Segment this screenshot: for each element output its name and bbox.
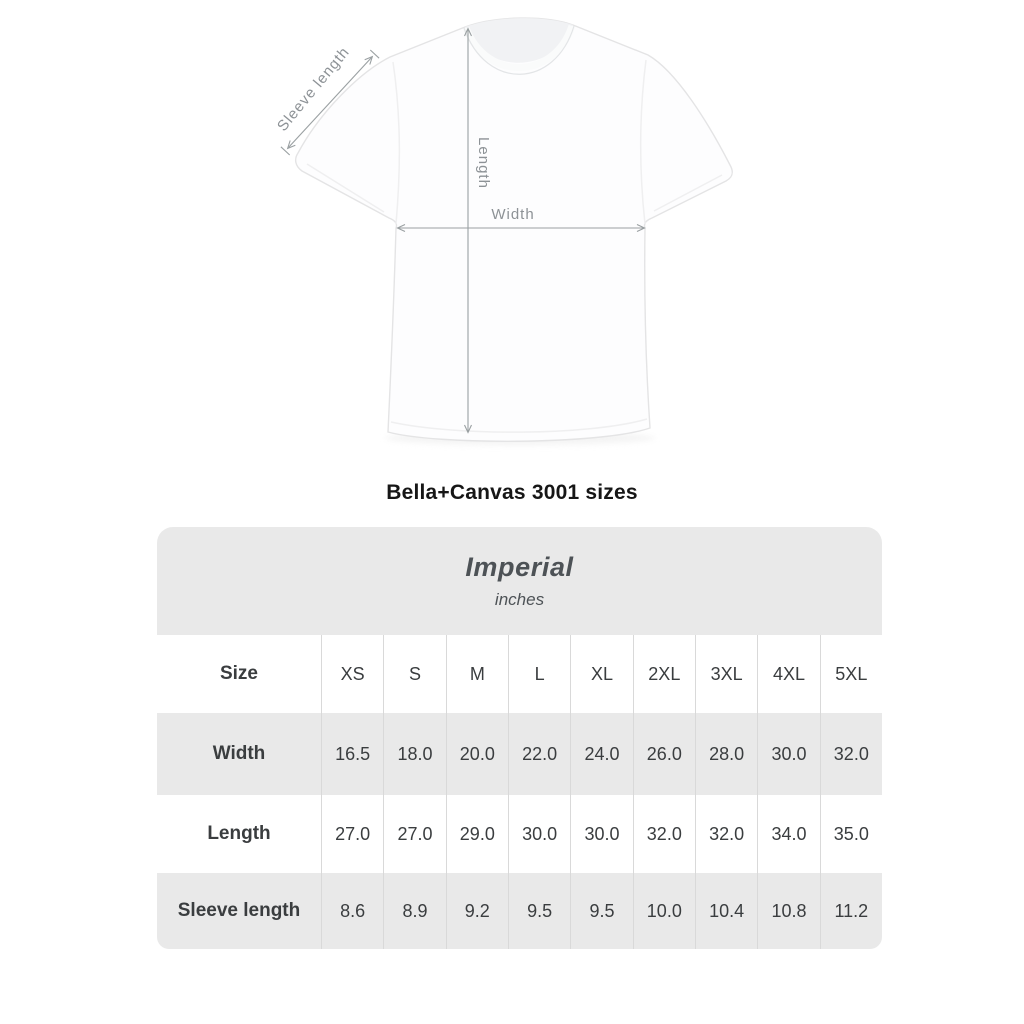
- width-value-cell: 18.0: [383, 713, 445, 795]
- hem-stitch: [390, 418, 648, 433]
- width-value-cell: 20.0: [445, 713, 508, 795]
- length-row: Length 27.0 27.0 29.0 30.0 30.0 32.0 32.…: [157, 795, 882, 873]
- width-value-cell: 16.5: [321, 713, 383, 795]
- row-label-length: Length: [207, 823, 271, 844]
- collar-band-edge: [463, 25, 575, 75]
- left-cuff-seam: [306, 163, 385, 213]
- column-header-m: M: [445, 635, 508, 713]
- width-value-cell: 24.0: [570, 713, 632, 795]
- sleeve-length-row: Sleeve length 8.6 8.9 9.2 9.5 9.5 10.0 1…: [157, 873, 882, 949]
- unit-system-title: Imperial: [465, 552, 574, 582]
- right-cuff-seam: [653, 174, 723, 212]
- column-header-xl: XL: [570, 635, 632, 713]
- width-value-cell: 28.0: [694, 713, 757, 795]
- sleeve-value-cell: 9.5: [570, 873, 632, 949]
- tshirt-measurement-diagram: Length Width Sleeve length: [274, 17, 734, 445]
- sleeve-value-cell: 11.2: [819, 873, 882, 949]
- size-corner-label: Size: [219, 663, 259, 684]
- width-value-cell: 22.0: [507, 713, 570, 795]
- row-label-sleeve-length: Sleeve length: [177, 900, 301, 921]
- page-title: Bella+Canvas 3001 sizes: [386, 481, 638, 504]
- column-header-xs: XS: [321, 635, 383, 713]
- column-header-5xl: 5XL: [819, 635, 882, 713]
- sleeve-value-cell: 9.2: [445, 873, 508, 949]
- row-label-width: Width: [212, 743, 266, 764]
- width-label: Width: [491, 206, 534, 223]
- length-value-cell: 34.0: [757, 795, 819, 873]
- length-value-cell: 27.0: [383, 795, 445, 873]
- size-table: Imperial inches Size XS S M L XL 2XL 3XL…: [157, 527, 882, 949]
- column-header-s: S: [383, 635, 445, 713]
- width-row: Width 16.5 18.0 20.0 22.0 24.0 26.0 28.0…: [157, 713, 882, 795]
- length-value-cell: 29.0: [445, 795, 508, 873]
- sleeve-length-tick-bottom: [280, 146, 291, 156]
- column-header-l: L: [507, 635, 570, 713]
- width-value-cell: 32.0: [819, 713, 882, 795]
- sleeve-length-tick-top: [369, 49, 380, 59]
- tshirt-outline: [294, 17, 734, 442]
- length-value-cell: 30.0: [570, 795, 632, 873]
- sleeve-length-arrow: [286, 55, 374, 150]
- length-value-cell: 35.0: [819, 795, 882, 873]
- left-armhole-seam: [392, 61, 401, 225]
- column-header-3xl: 3XL: [694, 635, 757, 713]
- right-armhole-seam: [639, 59, 647, 225]
- column-header-2xl: 2XL: [632, 635, 695, 713]
- width-value-cell: 30.0: [757, 713, 819, 795]
- size-header-row: Size XS S M L XL 2XL 3XL 4XL 5XL: [157, 635, 882, 713]
- sleeve-value-cell: 9.5: [507, 873, 570, 949]
- width-value-cell: 26.0: [632, 713, 695, 795]
- unit-subtitle: inches: [494, 590, 545, 609]
- size-table-header: Imperial inches: [157, 527, 882, 635]
- length-value-cell: 32.0: [694, 795, 757, 873]
- collar-opening: [465, 18, 573, 63]
- length-value-cell: 27.0: [321, 795, 383, 873]
- sleeve-value-cell: 8.6: [321, 873, 383, 949]
- collar-band: [462, 24, 576, 71]
- sleeve-value-cell: 10.4: [694, 873, 757, 949]
- sleeve-value-cell: 8.9: [383, 873, 445, 949]
- length-value-cell: 30.0: [507, 795, 570, 873]
- column-header-4xl: 4XL: [757, 635, 819, 713]
- length-label: Length: [475, 137, 492, 189]
- length-value-cell: 32.0: [632, 795, 695, 873]
- sleeve-value-cell: 10.0: [632, 873, 695, 949]
- sleeve-value-cell: 10.8: [757, 873, 819, 949]
